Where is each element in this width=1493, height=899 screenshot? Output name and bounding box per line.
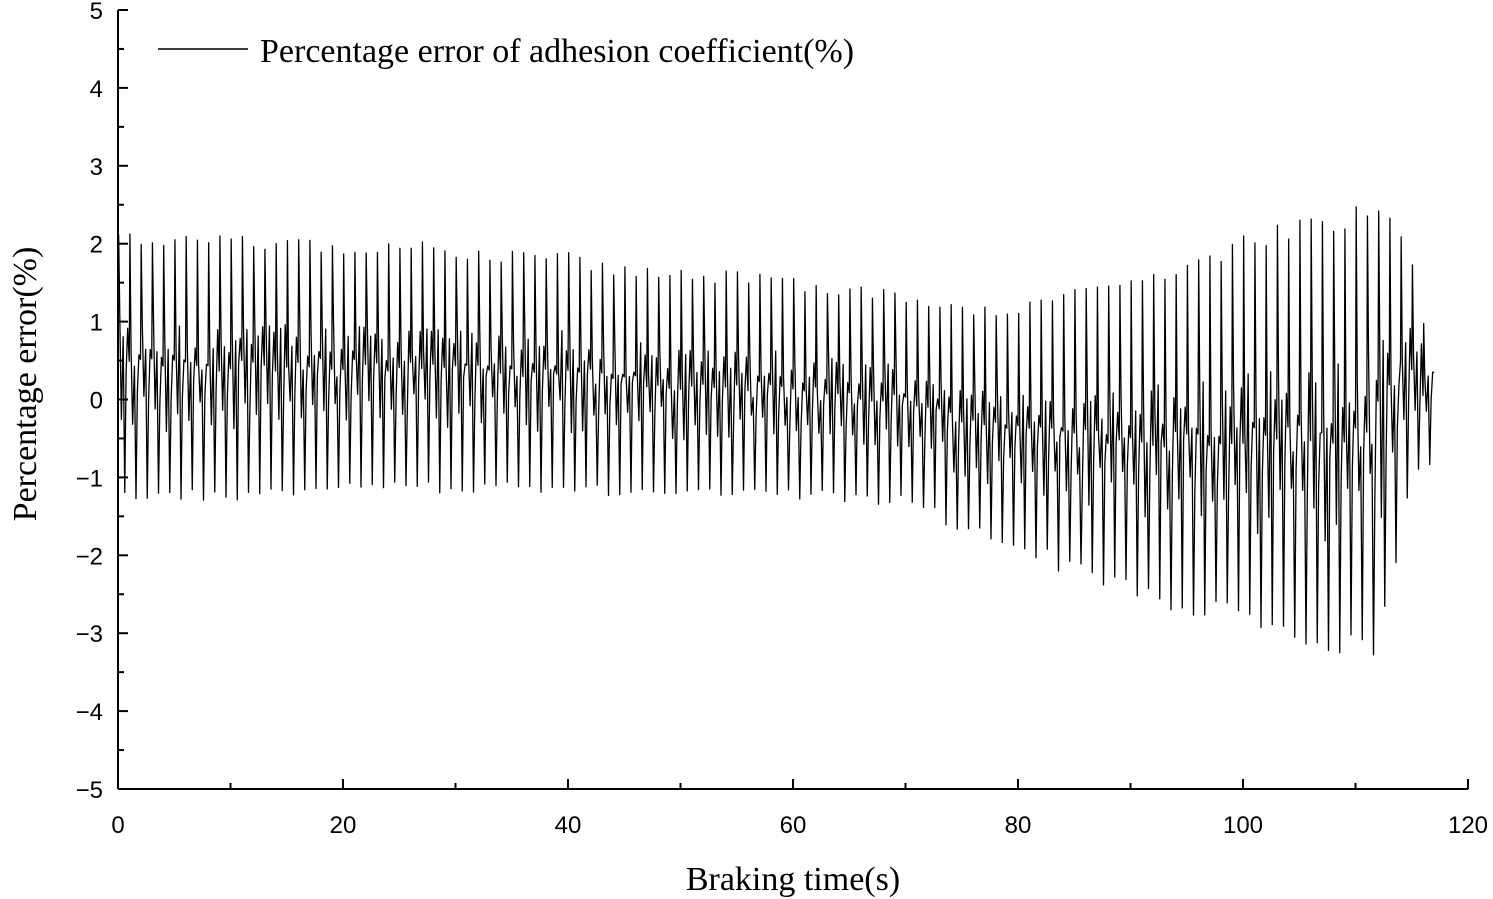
- y-tick-label: 4: [90, 76, 103, 103]
- x-tick-label: 60: [780, 812, 807, 839]
- x-tick-label: 100: [1223, 812, 1263, 839]
- y-tick-label: 3: [90, 154, 103, 181]
- x-tick-label: 120: [1448, 812, 1488, 839]
- legend-label: Percentage error of adhesion coefficient…: [260, 33, 854, 70]
- y-tick-labels: −5 −4 −3 −2 −1 0 1 2 3 4 5: [76, 0, 103, 804]
- y-tick-label: 0: [90, 388, 103, 415]
- x-tick-label: 0: [111, 812, 124, 839]
- x-tick-label: 20: [330, 812, 357, 839]
- tick-marks: [117, 9, 1469, 790]
- y-tick-label: −1: [76, 465, 103, 492]
- y-tick-label: −4: [76, 699, 103, 726]
- x-axis-title: Braking time(s): [686, 861, 900, 898]
- series-line: [117, 206, 1435, 656]
- y-axis-title: Percentage error(%): [7, 247, 44, 522]
- x-tick-label: 80: [1005, 812, 1032, 839]
- x-tick-labels: 0 20 40 60 80 100 120: [111, 812, 1488, 839]
- series-group: [117, 206, 1435, 656]
- y-tick-label: −3: [76, 621, 103, 648]
- y-tick-label: −2: [76, 543, 103, 570]
- legend: Percentage error of adhesion coefficient…: [158, 33, 854, 70]
- y-tick-label: 1: [90, 310, 103, 337]
- x-tick-label: 40: [555, 812, 582, 839]
- y-tick-label: 2: [90, 232, 103, 259]
- y-tick-label: −5: [76, 777, 103, 804]
- y-tick-label: 5: [90, 0, 103, 25]
